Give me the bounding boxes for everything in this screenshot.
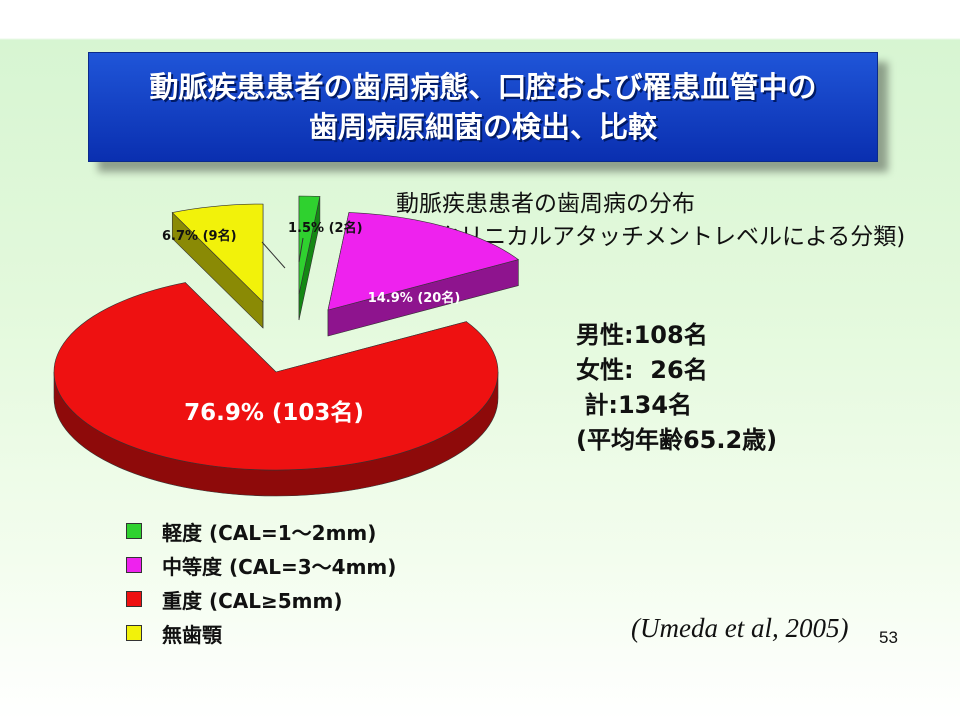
page-number: 53 — [879, 628, 898, 647]
slide-title-box: 動脈疾患患者の歯周病態、口腔および罹患血管中の 歯周病原細菌の検出、比較 — [88, 52, 878, 162]
pie-slice-moderate — [327, 212, 520, 337]
slide-title-line-2: 歯周病原細菌の検出、比較 — [308, 110, 657, 144]
pie-slice-severe — [53, 281, 499, 497]
stat-female: 女性: 26名 — [576, 356, 708, 384]
legend-item-severe: 重度 (CAL≥5mm) — [126, 582, 396, 616]
patient-stats: 男性:108名 女性: 26名 計:134名 (平均年齢65.2歳) — [576, 318, 777, 458]
legend-swatch — [126, 591, 142, 607]
chart-subtitle: (クリニカルアタッチメントレベルによる分類) — [428, 224, 906, 250]
legend-item-mild: 軽度 (CAL=1～2mm) — [126, 514, 396, 548]
data-label-mild: 1.5% (2名) — [288, 220, 363, 236]
stat-average-age: (平均年齢65.2歳) — [576, 426, 778, 454]
legend-label: 中等度 (CAL=3～4mm) — [162, 554, 397, 579]
legend-swatch — [126, 523, 142, 539]
legend-label: 無歯顎 — [162, 622, 222, 647]
slice-top — [327, 212, 520, 311]
data-label-severe: 76.9% (103名) — [184, 399, 364, 426]
chart-title: 動脈疾患患者の歯周病の分布 — [396, 191, 695, 217]
leader-line-mild — [298, 237, 304, 263]
pie-slice-mild — [298, 195, 321, 321]
leader-line-edentulous — [261, 241, 286, 269]
legend-swatch — [126, 557, 142, 573]
chart-legend: 軽度 (CAL=1～2mm) 中等度 (CAL=3～4mm) 重度 (CAL≥5… — [126, 514, 396, 650]
citation: (Umeda et al, 2005) — [631, 613, 849, 643]
stat-total: 計:134名 — [576, 391, 693, 419]
legend-item-edentulous: 無歯顎 — [126, 616, 396, 650]
slide-title-line-1: 動脈疾患患者の歯周病態、口腔および罹患血管中の — [149, 70, 817, 104]
pie-slice-edentulous — [171, 203, 264, 329]
legend-label: 重度 (CAL≥5mm) — [162, 588, 343, 613]
slice-top — [53, 282, 499, 471]
data-label-moderate: 14.9% (20名) — [368, 290, 461, 306]
legend-swatch — [126, 625, 142, 641]
legend-item-moderate: 中等度 (CAL=3～4mm) — [126, 548, 396, 582]
slice-top — [171, 203, 264, 303]
stat-male: 男性:108名 — [576, 321, 708, 349]
slice-top — [298, 195, 321, 295]
data-label-edentulous: 6.7% (9名) — [162, 228, 237, 244]
legend-label: 軽度 (CAL=1～2mm) — [162, 520, 377, 545]
